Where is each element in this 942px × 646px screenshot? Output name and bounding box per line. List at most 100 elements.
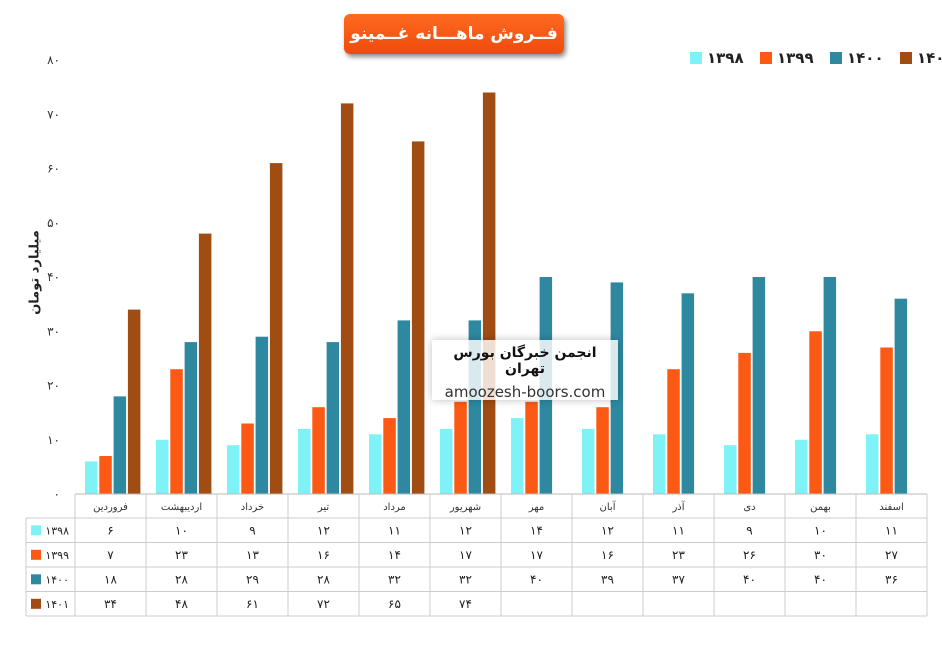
table-cell: ۶ (107, 523, 113, 537)
x-tick-label: مهر (528, 502, 544, 513)
table-cell: ۱۱ (388, 523, 401, 537)
table-cell: ۱۲ (601, 523, 614, 537)
table-cell: ۶۱ (246, 597, 259, 611)
x-tick-label: مرداد (383, 502, 406, 513)
table-cell: ۴۰ (743, 572, 756, 586)
table-cell: ۲۳ (175, 548, 188, 562)
legend-label: ۱۳۹۹ (777, 49, 814, 67)
bar (582, 428, 595, 494)
table-cell: ۲۷ (885, 548, 898, 562)
table-cell: ۱۷ (459, 548, 472, 562)
chart-title: فــروش ماهـــانه غــمینو (344, 14, 564, 54)
x-tick-label: شهریور (449, 502, 481, 513)
table-cell: ۱۸ (104, 572, 117, 586)
bar (482, 92, 496, 494)
legend-swatch (830, 52, 842, 64)
x-tick-label: بهمن (810, 502, 831, 513)
bar (525, 401, 538, 494)
table-legend-swatch (31, 549, 41, 560)
bar (184, 342, 198, 494)
y-axis-label: میلیارد تومان (27, 230, 43, 315)
y-tick-label: ۶۰ (47, 162, 60, 176)
legend: ۱۳۹۸ ۱۳۹۹ ۱۴۰۰ ۱۴۰۱ (660, 48, 942, 68)
bar (795, 439, 808, 495)
legend-label: ۱۴۰۱ (917, 49, 942, 67)
table-cell: ۱۶ (317, 548, 330, 562)
table-cell: ۲۶ (743, 548, 756, 562)
x-tick-label: آبان (600, 500, 617, 513)
legend-label: ۱۴۰۰ (847, 49, 884, 67)
table-cell: ۹ (249, 523, 255, 537)
bar (241, 423, 254, 494)
bar (85, 461, 98, 494)
table-cell: ۷۴ (459, 597, 472, 611)
table-cell: ۴۰ (530, 572, 543, 586)
table-cell: ۶۵ (388, 597, 401, 611)
bar (383, 418, 396, 494)
x-tick-label: دی (743, 502, 755, 513)
x-tick-label: خرداد (241, 502, 264, 513)
bar (823, 277, 837, 494)
x-tick-label: اسفند (879, 502, 903, 513)
table-cell: ۲۹ (246, 572, 259, 586)
table-cell: ۱۱ (885, 523, 898, 537)
legend-item: ۱۴۰۰ (830, 48, 884, 68)
legend-item: ۱۳۹۹ (760, 48, 814, 68)
table-cell: ۳۶ (885, 572, 898, 586)
bar (156, 439, 169, 495)
x-tick-label: فروردین (93, 502, 128, 513)
bar (298, 428, 311, 494)
bar (411, 141, 425, 494)
table-cell: ۳۴ (104, 597, 117, 611)
table-cell: ۳۲ (459, 572, 472, 586)
table-cell: ۱۲ (459, 523, 472, 537)
table-cell: ۴۸ (175, 597, 188, 611)
table-cell: ۱۰ (175, 523, 188, 537)
x-tick-label: اردیبهشت (161, 502, 202, 513)
bar (440, 428, 453, 494)
table-cell: ۲۳ (672, 548, 685, 562)
table-cell: ۱۰ (814, 523, 827, 537)
table-cell: ۲۸ (317, 572, 330, 586)
bar (880, 347, 893, 494)
bar (667, 369, 680, 494)
y-tick-label: ۵۰ (47, 216, 60, 230)
table-cell: ۷ (107, 548, 114, 562)
table-cell: ۱۴ (530, 523, 543, 537)
table-cell: ۷۲ (317, 597, 330, 611)
table-cell: ۱۳ (246, 548, 259, 562)
bar (198, 233, 212, 494)
bar (894, 298, 908, 494)
bar (99, 456, 112, 494)
table-cell: ۳۷ (672, 572, 685, 586)
bar (724, 445, 737, 494)
bar (866, 434, 879, 494)
y-tick-label: ۸۰ (47, 53, 60, 67)
legend-item: ۱۳۹۸ (690, 48, 744, 68)
bar (653, 434, 666, 494)
legend-swatch (690, 52, 702, 64)
table-series-name: ۱۴۰۱ (45, 598, 69, 611)
bar (681, 293, 695, 494)
legend-item: ۱۴۰۱ (900, 48, 942, 68)
bar (227, 445, 240, 494)
table-cell: ۱۴ (388, 548, 401, 562)
legend-swatch (900, 52, 912, 64)
table-series-name: ۱۴۰۰ (45, 573, 69, 586)
bar (312, 407, 325, 494)
table-series-name: ۱۳۹۸ (45, 524, 69, 537)
watermark-org: انجمن خبرگان بورس تهران (453, 345, 597, 377)
x-tick-label: آذر (671, 500, 685, 513)
bar (397, 320, 411, 494)
bar (752, 277, 766, 494)
bar (454, 401, 467, 494)
y-tick-label: ۳۰ (47, 324, 60, 338)
table-legend-swatch (31, 574, 41, 585)
table-cell: ۳۰ (814, 548, 827, 562)
y-tick-label: ۲۰ (47, 379, 60, 393)
bar (340, 103, 354, 495)
bar (511, 418, 524, 494)
y-tick-label: ۴۰ (47, 270, 60, 284)
watermark-url: amoozesh-boors.com (444, 383, 606, 401)
